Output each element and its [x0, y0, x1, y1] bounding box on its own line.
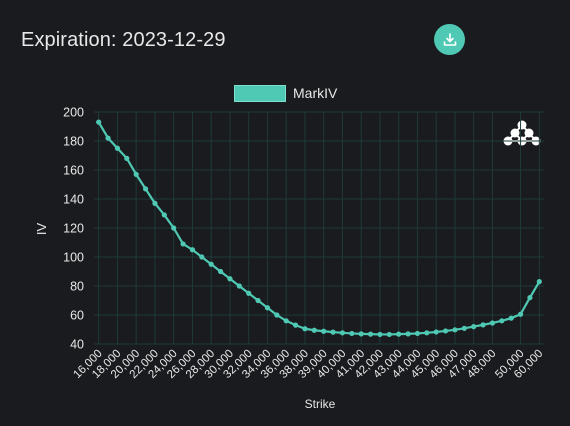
y-tick-label: 160: [63, 164, 84, 178]
data-point[interactable]: [217, 268, 224, 275]
data-point[interactable]: [274, 312, 280, 318]
legend-label[interactable]: MarkIV: [293, 85, 338, 101]
data-point[interactable]: [527, 295, 533, 301]
data-point[interactable]: [339, 330, 346, 336]
data-point[interactable]: [105, 135, 111, 141]
data-point[interactable]: [405, 331, 411, 337]
data-point[interactable]: [124, 155, 130, 161]
data-point[interactable]: [424, 330, 430, 336]
data-point[interactable]: [189, 247, 196, 253]
data-point[interactable]: [133, 171, 139, 177]
data-point[interactable]: [292, 322, 299, 328]
data-point[interactable]: [236, 283, 242, 289]
data-point[interactable]: [302, 326, 308, 332]
page-title: Expiration: 2023-12-29: [21, 29, 226, 51]
data-point[interactable]: [471, 324, 477, 330]
y-axis-label: IV: [34, 223, 49, 236]
data-point[interactable]: [517, 311, 524, 317]
data-point[interactable]: [246, 290, 252, 296]
data-point[interactable]: [452, 327, 458, 333]
data-point[interactable]: [461, 325, 467, 331]
data-point[interactable]: [311, 327, 317, 333]
data-point[interactable]: [142, 186, 149, 192]
y-tick-label: 60: [70, 309, 84, 323]
data-point[interactable]: [321, 328, 327, 334]
y-tick-label: 100: [63, 251, 84, 265]
x-axis-label: Strike: [305, 397, 336, 411]
y-tick-label: 40: [70, 338, 84, 352]
data-point[interactable]: [396, 331, 402, 337]
download-button[interactable]: [434, 24, 465, 55]
data-point[interactable]: [349, 330, 355, 337]
data-point[interactable]: [414, 330, 421, 337]
data-point[interactable]: [386, 331, 392, 338]
data-point[interactable]: [442, 328, 449, 334]
y-tick-label: 80: [70, 280, 84, 294]
data-point[interactable]: [199, 254, 205, 260]
data-point[interactable]: [96, 119, 102, 125]
data-point[interactable]: [180, 241, 186, 247]
data-point[interactable]: [283, 318, 289, 324]
data-point[interactable]: [480, 322, 486, 328]
y-tick-label: 140: [63, 193, 84, 207]
data-point[interactable]: [489, 320, 496, 326]
download-icon: [443, 32, 456, 46]
data-point[interactable]: [171, 225, 177, 231]
data-point[interactable]: [227, 276, 233, 282]
data-point[interactable]: [161, 212, 167, 218]
data-point[interactable]: [114, 145, 121, 151]
legend-swatch[interactable]: [234, 85, 286, 102]
data-point[interactable]: [330, 329, 336, 335]
data-point[interactable]: [499, 318, 505, 324]
y-tick-label: 200: [63, 106, 84, 120]
data-point[interactable]: [377, 331, 383, 338]
y-tick-label: 180: [63, 135, 84, 149]
data-point[interactable]: [358, 331, 364, 337]
data-point[interactable]: [433, 329, 439, 335]
data-point[interactable]: [152, 200, 158, 206]
y-tick-label: 120: [63, 222, 84, 236]
data-point[interactable]: [264, 305, 271, 311]
data-point[interactable]: [208, 261, 214, 267]
data-point[interactable]: [367, 331, 374, 337]
data-point[interactable]: [508, 315, 514, 321]
data-point[interactable]: [255, 297, 261, 304]
data-point[interactable]: [536, 279, 542, 285]
